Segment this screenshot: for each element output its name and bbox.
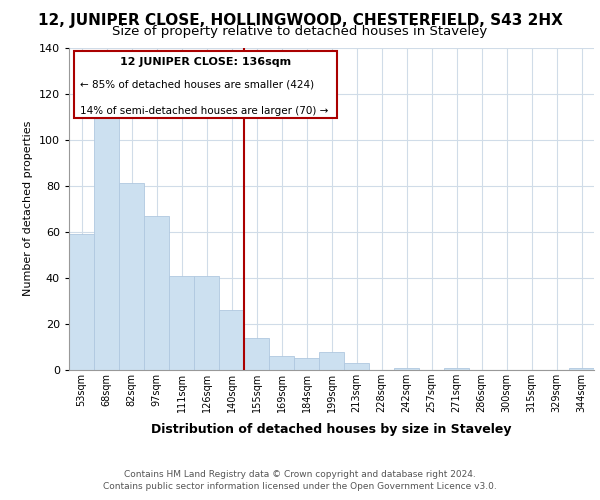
Text: ← 85% of detached houses are smaller (424): ← 85% of detached houses are smaller (42… [79, 80, 314, 90]
Bar [169, 276, 194, 370]
Y-axis label: Number of detached properties: Number of detached properties [23, 121, 33, 296]
Text: Size of property relative to detached houses in Staveley: Size of property relative to detached ho… [112, 25, 488, 38]
Bar [119, 184, 144, 370]
Bar [244, 338, 269, 370]
Bar [344, 363, 369, 370]
Bar [269, 356, 294, 370]
Bar [294, 358, 319, 370]
Bar [569, 368, 594, 370]
Text: 12, JUNIPER CLOSE, HOLLINGWOOD, CHESTERFIELD, S43 2HX: 12, JUNIPER CLOSE, HOLLINGWOOD, CHESTERF… [38, 12, 562, 28]
X-axis label: Distribution of detached houses by size in Staveley: Distribution of detached houses by size … [151, 424, 512, 436]
Bar [219, 310, 244, 370]
FancyBboxPatch shape [74, 50, 337, 118]
Bar [194, 276, 219, 370]
Text: 12 JUNIPER CLOSE: 136sqm: 12 JUNIPER CLOSE: 136sqm [120, 57, 291, 67]
Text: Contains HM Land Registry data © Crown copyright and database right 2024.: Contains HM Land Registry data © Crown c… [124, 470, 476, 479]
Bar [444, 368, 469, 370]
Text: Contains public sector information licensed under the Open Government Licence v3: Contains public sector information licen… [103, 482, 497, 491]
Bar [319, 352, 344, 370]
Bar [69, 234, 94, 370]
Bar [394, 368, 419, 370]
Text: 14% of semi-detached houses are larger (70) →: 14% of semi-detached houses are larger (… [79, 106, 328, 116]
Bar [94, 112, 119, 370]
Bar [144, 216, 169, 370]
